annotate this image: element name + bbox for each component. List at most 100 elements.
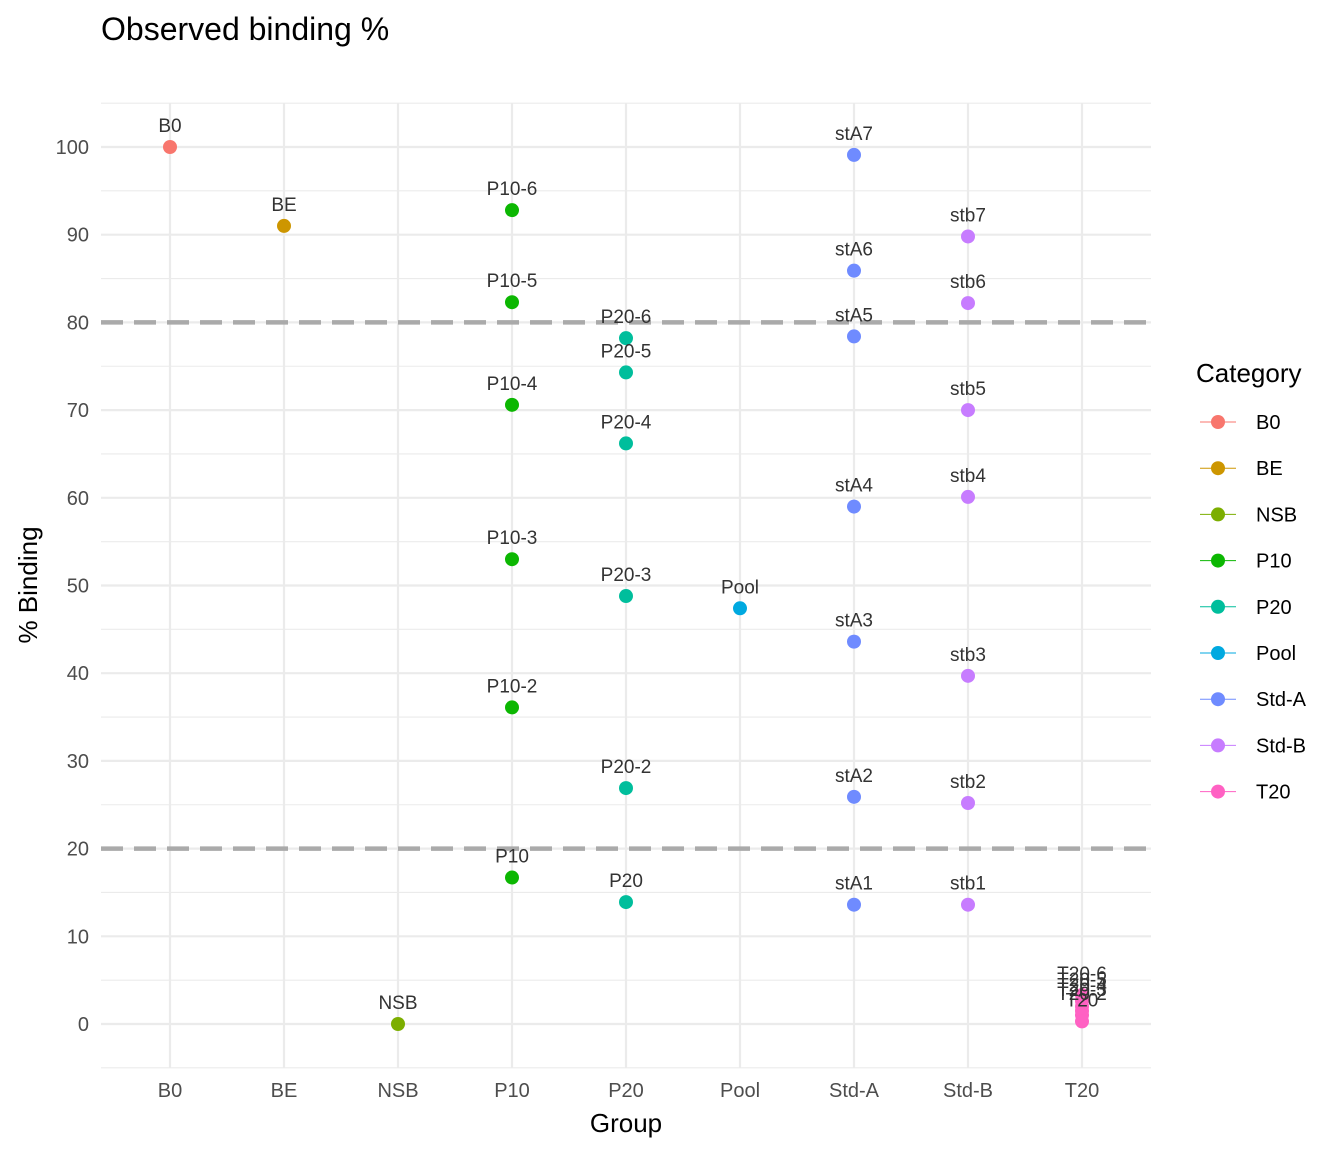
point-label-p20-2: P20-2	[601, 757, 652, 778]
legend-key-t20	[1211, 784, 1225, 799]
point-label-p10-5: P10-5	[487, 271, 538, 292]
point-label-p20-3: P20-3	[601, 565, 652, 586]
point-label-p20-4: P20-4	[601, 412, 652, 433]
data-point-sta1	[847, 897, 861, 912]
y-tick-label: 10	[67, 926, 89, 948]
point-label-stb4: stb4	[950, 466, 986, 487]
point-label-sta7: stA7	[835, 124, 873, 145]
point-label-p10-4: P10-4	[487, 374, 538, 395]
x-tick-label: NSB	[377, 1080, 418, 1102]
data-point-sta2	[847, 789, 861, 804]
data-points	[163, 140, 1089, 1031]
data-point-stb2	[961, 795, 975, 810]
x-tick-label: T20	[1065, 1080, 1099, 1102]
legend-label-t20: T20	[1256, 782, 1290, 804]
point-label-p20-6: P20-6	[601, 307, 652, 328]
y-axis-ticks: 0 10 20 30 40 50 60 70 80 90 100	[56, 137, 89, 1036]
data-point-pool	[733, 601, 747, 616]
data-point-p20-3	[619, 589, 633, 604]
legend-title: Category	[1196, 358, 1302, 388]
y-tick-label: 100	[56, 137, 89, 159]
point-label-stb7: stb7	[950, 205, 986, 226]
x-axis-title: Group	[590, 1108, 662, 1138]
data-point-stb7	[961, 229, 975, 244]
data-point-p10-3	[505, 552, 519, 567]
x-tick-label: P10	[494, 1080, 530, 1102]
legend-label-pool: Pool	[1256, 643, 1296, 665]
data-point-p10-4	[505, 397, 519, 412]
legend-key-pool	[1211, 646, 1225, 660]
point-labels: B0 BE NSB P10-6 P10-5 P10-4 P10-3 P10-2 P10 P20-6…	[158, 116, 1107, 1014]
data-point-stb1	[961, 897, 975, 912]
point-label-t20-4: T20-4	[1057, 975, 1107, 996]
point-label-stb6: stb6	[950, 272, 986, 293]
y-tick-label: 0	[78, 1014, 89, 1036]
legend-label-p10: P10	[1256, 551, 1292, 573]
legend-key-std-b	[1211, 738, 1225, 753]
y-tick-label: 30	[67, 751, 89, 773]
legend-label-std-b: Std-B	[1256, 735, 1306, 757]
point-label-pool: Pool	[721, 577, 759, 598]
data-point-b0	[163, 140, 177, 154]
legend-key-b0	[1211, 415, 1225, 429]
legend-key-p10	[1211, 553, 1225, 568]
legend-key-std-a	[1211, 692, 1225, 707]
point-label-p10: P10	[495, 847, 529, 868]
x-tick-label: Std-B	[943, 1080, 993, 1102]
legend-key-be	[1211, 461, 1225, 476]
y-tick-label: 70	[67, 400, 89, 422]
data-point-sta4	[847, 499, 861, 514]
data-point-stb4	[961, 489, 975, 504]
point-label-p10-6: P10-6	[487, 179, 538, 200]
point-label-t20-5: T20-5	[1057, 970, 1107, 991]
x-axis-ticks: B0 BE NSB P10 P20 Pool Std-A Std-B T20	[158, 1080, 1099, 1102]
point-label-t20: T20	[1066, 990, 1099, 1011]
legend-key-p20	[1211, 599, 1225, 614]
data-point-sta7	[847, 147, 861, 162]
point-label-sta2: stA2	[835, 766, 873, 787]
y-tick-label: 40	[67, 663, 89, 685]
data-point-be	[277, 218, 291, 233]
y-axis-title: % Binding	[13, 526, 43, 643]
y-tick-label: 60	[67, 488, 89, 510]
point-label-sta1: stA1	[835, 874, 873, 895]
data-point-nsb	[391, 1017, 405, 1031]
y-tick-label: 20	[67, 839, 89, 861]
x-tick-label: P20	[608, 1080, 644, 1102]
x-tick-label: Std-A	[829, 1080, 880, 1102]
legend-label-nsb: NSB	[1256, 504, 1297, 526]
point-label-stb2: stb2	[950, 772, 986, 793]
x-tick-label: BE	[271, 1080, 298, 1102]
data-point-p20-4	[619, 436, 633, 451]
data-point-p10-2	[505, 700, 519, 715]
point-label-sta6: stA6	[835, 240, 873, 261]
data-point-stb6	[961, 296, 975, 311]
legend: Category B0 BE NSB P10 P20 Pool Std-A Std-B T20	[1196, 358, 1307, 804]
y-tick-label: 80	[67, 312, 89, 334]
data-point-stb5	[961, 403, 975, 418]
data-point-t20	[1075, 1014, 1089, 1029]
data-point-p20-2	[619, 781, 633, 796]
data-point-sta6	[847, 263, 861, 278]
point-label-t20-3: T20-3	[1057, 980, 1107, 1001]
point-label-sta5: stA5	[835, 305, 873, 326]
legend-label-std-a: Std-A	[1256, 689, 1307, 711]
y-tick-label: 90	[67, 225, 89, 247]
point-label-stb3: stb3	[950, 645, 986, 666]
point-label-sta4: stA4	[835, 476, 873, 497]
y-tick-label: 50	[67, 576, 89, 598]
point-label-sta3: stA3	[835, 611, 873, 632]
data-point-sta5	[847, 329, 861, 344]
data-point-p20	[619, 895, 633, 910]
x-tick-label: Pool	[720, 1080, 760, 1102]
point-label-t20-6: T20-6	[1057, 964, 1107, 985]
legend-label-be: BE	[1256, 458, 1283, 480]
data-point-p20-6	[619, 331, 633, 346]
legend-key-nsb	[1211, 507, 1225, 522]
data-point-p10-5	[505, 295, 519, 310]
data-point-stb3	[961, 668, 975, 683]
data-point-sta3	[847, 634, 861, 649]
reference-lines	[101, 320, 1151, 851]
chart-title: Observed binding %	[101, 11, 389, 47]
